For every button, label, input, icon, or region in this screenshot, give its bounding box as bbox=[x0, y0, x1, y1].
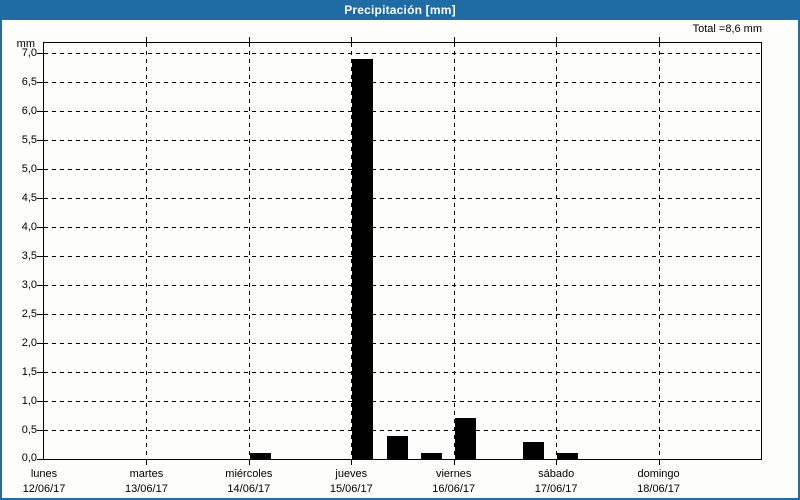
y-axis-tick bbox=[37, 430, 43, 431]
y-tick-label: 3,5 bbox=[21, 250, 37, 262]
day-date-label: 15/06/17 bbox=[329, 483, 373, 495]
x-axis-tick-bottom bbox=[453, 459, 455, 465]
gridline-vertical bbox=[146, 43, 148, 459]
gridline-vertical bbox=[351, 43, 353, 459]
y-tick-label: 5,0 bbox=[21, 163, 37, 175]
gridline-vertical bbox=[556, 43, 558, 459]
day-name-label: sábado bbox=[538, 468, 575, 480]
y-axis-tick bbox=[37, 140, 43, 141]
precipitation-bar bbox=[352, 58, 374, 459]
precipitation-bar bbox=[387, 435, 409, 459]
y-tick-label: 3,0 bbox=[21, 279, 37, 291]
gridline-horizontal bbox=[44, 169, 761, 170]
chart-title: Precipitación [mm] bbox=[344, 3, 456, 17]
y-tick-label: 1,0 bbox=[21, 395, 37, 407]
y-axis-tick bbox=[37, 343, 43, 344]
day-date-label: 16/06/17 bbox=[432, 483, 476, 495]
y-tick-label: 2,0 bbox=[21, 337, 37, 349]
gridline-horizontal bbox=[44, 198, 761, 199]
gridline-vertical bbox=[658, 43, 660, 459]
day-name-label: miércoles bbox=[225, 468, 273, 480]
day-name-label: jueves bbox=[335, 468, 368, 480]
gridline-horizontal bbox=[44, 82, 761, 83]
total-precipitation-label: Total =8,6 mm bbox=[692, 23, 762, 35]
y-tick-label: 5,5 bbox=[21, 134, 37, 146]
x-axis-tick-bottom bbox=[146, 459, 148, 465]
x-axis-tick-top bbox=[453, 37, 455, 43]
x-axis-tick-bottom bbox=[556, 459, 558, 465]
day-date-label: 13/06/17 bbox=[125, 483, 168, 495]
y-tick-label: 0,5 bbox=[21, 424, 37, 436]
y-tick-label: 0,0 bbox=[21, 452, 37, 464]
gridline-horizontal bbox=[44, 53, 761, 54]
y-tick-label: 6,0 bbox=[21, 105, 37, 117]
gridline-horizontal bbox=[44, 111, 761, 112]
gridline-horizontal bbox=[44, 372, 761, 373]
day-date-label: 12/06/17 bbox=[22, 483, 66, 495]
y-axis-tick bbox=[37, 53, 43, 54]
gridline-vertical bbox=[248, 43, 250, 459]
precipitation-bar bbox=[249, 453, 271, 459]
plot-area bbox=[43, 42, 762, 460]
gridline-horizontal bbox=[44, 140, 761, 141]
x-axis-tick-top bbox=[556, 37, 558, 43]
y-axis-tick bbox=[37, 285, 43, 286]
x-axis-tick-bottom bbox=[351, 459, 353, 465]
day-date-label: 18/06/17 bbox=[637, 483, 680, 495]
y-tick-label: 2,5 bbox=[21, 308, 37, 320]
chart-title-bar: Precipitación [mm] bbox=[2, 2, 798, 20]
y-axis-tick bbox=[37, 314, 43, 315]
y-tick-label: 4,5 bbox=[21, 192, 37, 204]
gridline-horizontal bbox=[44, 343, 761, 344]
day-name-label: domingo bbox=[637, 468, 680, 480]
y-tick-label: 4,0 bbox=[21, 221, 37, 233]
precipitation-bar bbox=[523, 441, 545, 459]
precipitation-bar bbox=[420, 453, 442, 459]
y-axis-tick bbox=[37, 169, 43, 170]
gridline-vertical bbox=[453, 43, 455, 459]
x-axis-tick-top bbox=[248, 37, 250, 43]
day-name-label: lunes bbox=[30, 468, 58, 480]
y-axis-tick bbox=[37, 227, 43, 228]
day-name-label: viernes bbox=[435, 468, 472, 480]
y-axis-unit-label: mm bbox=[16, 38, 35, 50]
y-axis-tick bbox=[37, 256, 43, 257]
x-axis-tick-top bbox=[146, 37, 148, 43]
gridline-horizontal bbox=[44, 430, 761, 431]
precipitation-bar bbox=[454, 418, 476, 459]
x-axis-tick-top bbox=[658, 37, 660, 43]
y-axis-tick bbox=[37, 111, 43, 112]
y-axis-tick bbox=[37, 459, 43, 460]
y-axis-tick bbox=[37, 82, 43, 83]
y-axis-tick bbox=[37, 198, 43, 199]
gridline-horizontal bbox=[44, 256, 761, 257]
y-tick-label: 7,0 bbox=[21, 47, 37, 59]
y-tick-label: 1,5 bbox=[21, 366, 37, 378]
gridline-horizontal bbox=[44, 314, 761, 315]
gridline-horizontal bbox=[44, 401, 761, 402]
y-tick-label: 6,5 bbox=[21, 76, 37, 88]
x-axis-tick-bottom bbox=[248, 459, 250, 465]
gridline-horizontal bbox=[44, 227, 761, 228]
gridline-horizontal bbox=[44, 285, 761, 286]
day-date-label: 17/06/17 bbox=[534, 483, 578, 495]
y-axis-tick bbox=[37, 401, 43, 402]
precipitation-bar bbox=[557, 453, 579, 459]
x-axis-tick-bottom bbox=[658, 459, 660, 465]
day-date-label: 14/06/17 bbox=[227, 483, 271, 495]
x-axis-tick-top bbox=[351, 37, 353, 43]
day-name-label: martes bbox=[129, 468, 164, 480]
y-axis-tick bbox=[37, 372, 43, 373]
